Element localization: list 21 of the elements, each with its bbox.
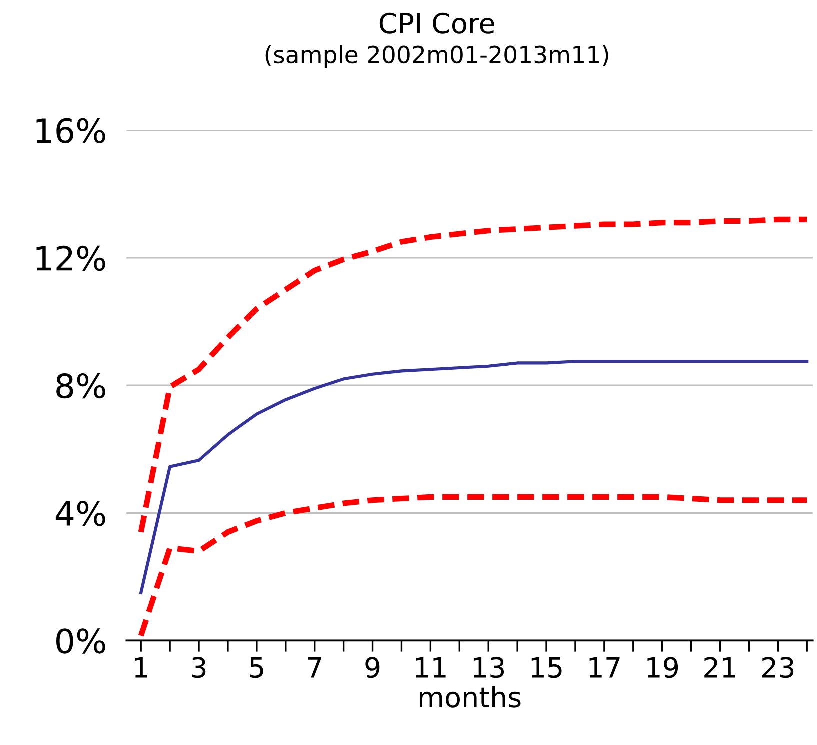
x-tick-label: 21 [704, 657, 736, 678]
x-axis-title: months [420, 686, 521, 708]
y-tick-label: 0% [56, 628, 106, 654]
x-tick-label: 3 [192, 657, 206, 678]
chart-title: CPI Core [380, 12, 494, 34]
line-series [140, 360, 809, 594]
x-tick-label: 13 [474, 657, 504, 678]
y-tick-label: 12% [36, 246, 106, 272]
y-tick-label: 16% [36, 118, 106, 144]
y-tick-label: 8% [56, 373, 106, 399]
x-tick-label: 19 [648, 657, 678, 678]
chart-subtitle: (sample 2002m01-2013m11) [266, 45, 608, 68]
x-tick-label: 1 [135, 658, 148, 678]
x-tick-label: 9 [366, 657, 380, 678]
x-tick-label: 11 [416, 658, 446, 678]
x-tick-label: 7 [308, 658, 322, 678]
x-tick-label: 15 [532, 658, 562, 678]
x-tick-label: 17 [590, 658, 620, 678]
x-tick-label: 23 [762, 657, 794, 678]
x-tick-label: 5 [250, 658, 264, 678]
y-tick-label: 4% [56, 501, 106, 526]
